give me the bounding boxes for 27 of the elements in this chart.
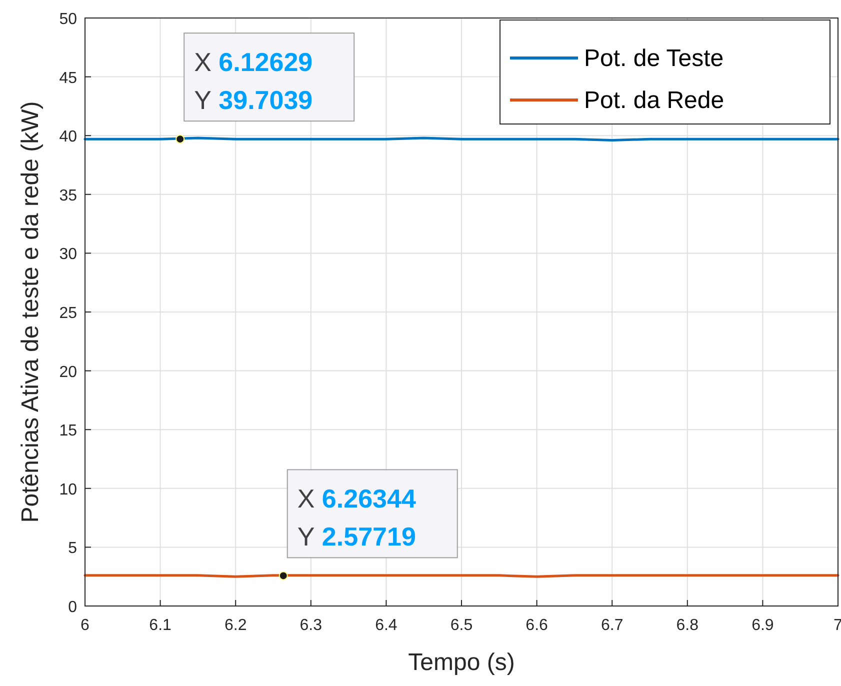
y-axis-title: Potências Ativa de teste e da rede (kW) — [17, 101, 44, 523]
x-tick-label: 6.2 — [224, 617, 247, 634]
x-axis-title: Tempo (s) — [408, 649, 515, 676]
x-tick-label: 6.6 — [526, 617, 548, 634]
x-tick-label: 6.3 — [300, 617, 322, 634]
legend-label: Pot. da Rede — [584, 87, 724, 114]
x-tick-label: 6.4 — [375, 617, 398, 634]
y-tick-label: 30 — [59, 246, 78, 264]
y-tick-label: 10 — [59, 481, 78, 498]
x-tick-label: 6.5 — [450, 617, 473, 634]
annotation: X 6.26344 Y 2.57719 — [297, 484, 416, 552]
annotation: X 6.12629 Y 39.7039 — [194, 47, 313, 116]
y-tick-label: 35 — [59, 187, 78, 204]
x-tick-label: 6.7 — [600, 617, 624, 634]
y-tick-label: 20 — [59, 364, 78, 381]
y-tick-label: 15 — [59, 422, 78, 440]
x-tick-label: 6.1 — [149, 617, 172, 634]
x-tick-label: 6.8 — [676, 617, 699, 634]
y-tick-label: 50 — [59, 11, 78, 28]
y-tick-label: 45 — [59, 70, 78, 87]
y-tick-label: 40 — [59, 128, 78, 146]
y-tick-label: 5 — [68, 540, 78, 558]
y-tick-label: 25 — [59, 305, 78, 322]
x-tick-label: 6.9 — [752, 617, 774, 634]
y-tick-label: 0 — [68, 599, 78, 616]
x-tick-label: 6 — [80, 617, 90, 634]
legend-label: Pot. de Teste — [584, 45, 724, 72]
